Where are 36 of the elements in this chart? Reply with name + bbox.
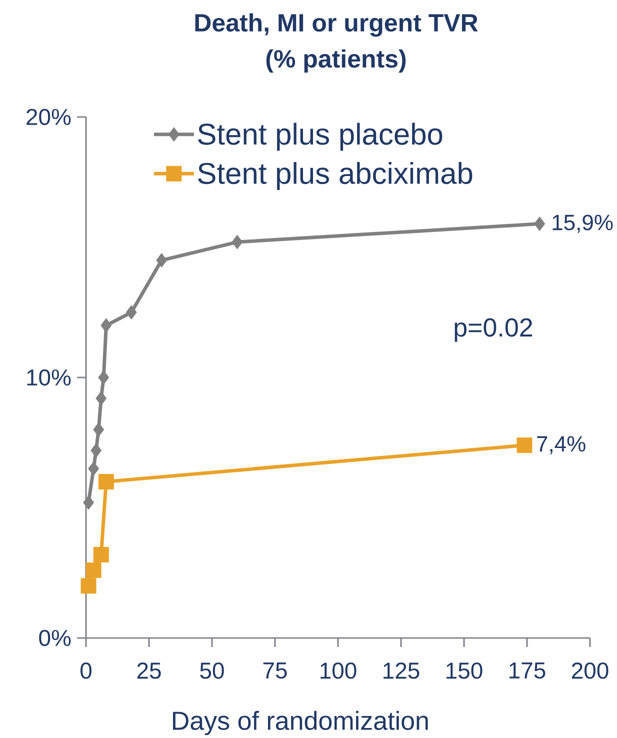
point: [232, 234, 243, 250]
point: [96, 391, 107, 406]
point: [100, 318, 112, 333]
point: [90, 443, 102, 458]
y-tick-label: 20%: [26, 108, 71, 126]
point: [80, 578, 96, 594]
chart-title: Death, MI or urgent TVR: [195, 13, 478, 37]
point: [83, 495, 94, 510]
y-tick-label: 10%: [27, 369, 71, 386]
point: [88, 461, 100, 476]
x-axis-title: Days of randomization: [173, 710, 428, 736]
data-label: 15,9%: [552, 214, 613, 233]
point: [126, 305, 137, 320]
x-tick-label: 125: [384, 662, 420, 679]
point: [534, 216, 546, 232]
legend-label: Stent plus abciximab: [198, 162, 472, 190]
x-tick-label: 150: [446, 662, 482, 679]
x-tick-label: 75: [263, 662, 287, 679]
legend-label: Stent plus placebo: [198, 122, 442, 151]
point: [93, 546, 109, 562]
x-tick-label: 200: [572, 662, 608, 679]
x-tick-label: 175: [510, 662, 546, 679]
point: [86, 562, 102, 578]
data-label: 7,4%: [537, 436, 586, 454]
chart-subtitle: (% patients): [266, 49, 406, 73]
x-tick-label: 50: [200, 662, 224, 679]
x-tick-label: 25: [137, 662, 161, 679]
point: [93, 422, 104, 437]
point: [156, 253, 168, 268]
x-tick-label: 100: [320, 662, 356, 679]
point: [98, 370, 110, 385]
annotation: p=0.02: [454, 318, 532, 342]
point: [98, 474, 114, 490]
y-tick-label: 0%: [39, 630, 71, 646]
x-tick-label: 0: [80, 662, 92, 679]
point: [516, 437, 532, 453]
